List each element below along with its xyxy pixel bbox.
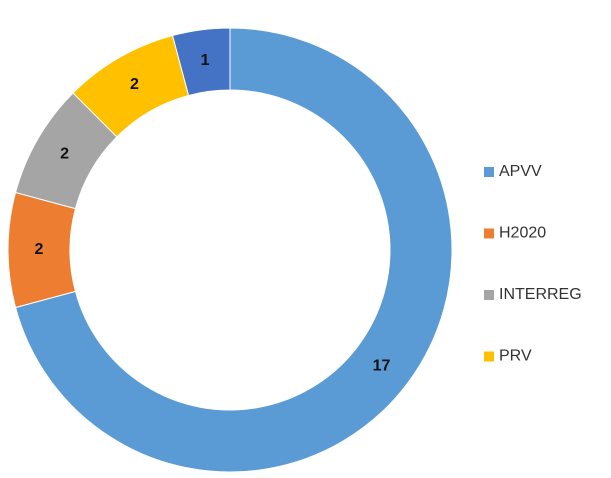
data-label: 1 xyxy=(201,52,210,69)
legend-label: INTERREG xyxy=(499,286,582,303)
legend-label: H2020 xyxy=(499,225,546,242)
legend-label: PRV xyxy=(499,348,532,365)
data-label: 2 xyxy=(130,76,139,93)
legend-label: APVV xyxy=(499,163,542,180)
data-label: 17 xyxy=(373,357,391,374)
data-label: 2 xyxy=(35,241,44,258)
legend-swatch xyxy=(484,228,494,239)
legend-swatch xyxy=(484,167,494,177)
legend-swatch xyxy=(484,290,494,300)
donut-slice xyxy=(171,27,231,97)
donut-slice xyxy=(14,27,453,473)
legend-swatch xyxy=(484,351,494,362)
data-label: 2 xyxy=(60,146,69,163)
